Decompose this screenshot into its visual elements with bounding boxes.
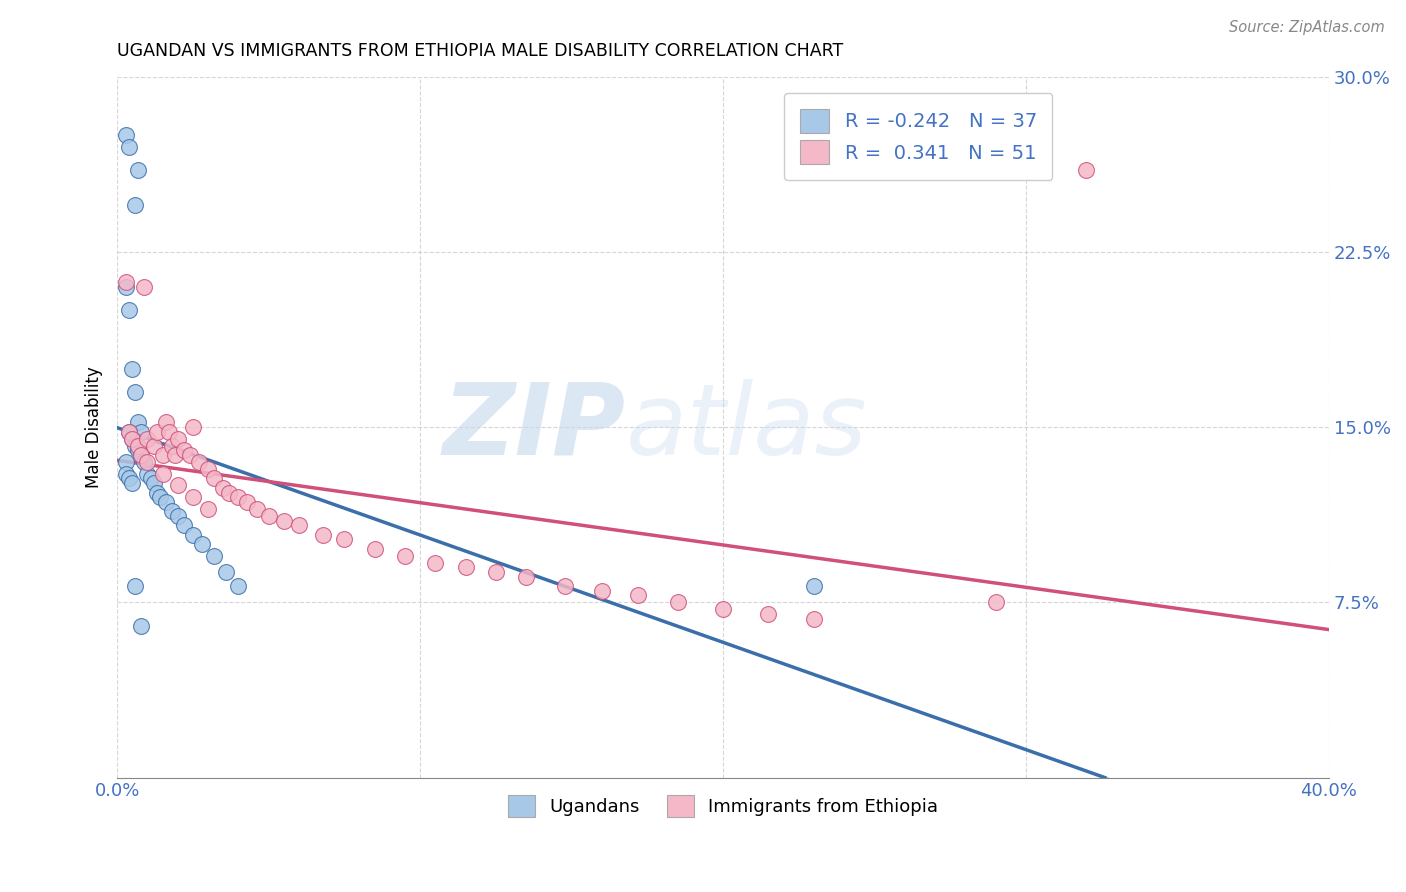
Text: Source: ZipAtlas.com: Source: ZipAtlas.com <box>1229 20 1385 35</box>
Point <box>166 432 188 446</box>
Point <box>118 425 141 439</box>
Point <box>127 443 149 458</box>
Point <box>121 361 143 376</box>
Point <box>554 579 576 593</box>
Point <box>115 275 138 289</box>
Point <box>118 303 141 318</box>
Point <box>118 425 141 439</box>
Point <box>160 504 183 518</box>
Point <box>394 549 416 563</box>
Point <box>202 549 225 563</box>
Point <box>166 508 188 523</box>
Text: UGANDAN VS IMMIGRANTS FROM ETHIOPIA MALE DISABILITY CORRELATION CHART: UGANDAN VS IMMIGRANTS FROM ETHIOPIA MALE… <box>117 42 844 60</box>
Point <box>228 579 250 593</box>
Point <box>212 481 235 495</box>
Point <box>202 471 225 485</box>
Point <box>288 518 311 533</box>
Point <box>131 448 153 462</box>
Point <box>197 501 219 516</box>
Point <box>758 607 780 621</box>
Point <box>711 602 734 616</box>
Point <box>134 455 156 469</box>
Point <box>136 455 159 469</box>
Point <box>121 432 143 446</box>
Point <box>121 476 143 491</box>
Point <box>197 462 219 476</box>
Point <box>257 508 280 523</box>
Point <box>121 432 143 446</box>
Point <box>179 448 201 462</box>
Point <box>215 565 238 579</box>
Point <box>124 384 146 399</box>
Point <box>131 425 153 439</box>
Y-axis label: Male Disability: Male Disability <box>86 367 103 488</box>
Point <box>160 439 183 453</box>
Point <box>333 533 356 547</box>
Point <box>218 485 240 500</box>
Point <box>152 448 174 462</box>
Point <box>485 565 508 579</box>
Point <box>454 560 477 574</box>
Point <box>134 280 156 294</box>
Point <box>173 443 195 458</box>
Point <box>228 490 250 504</box>
Point <box>666 595 689 609</box>
Point <box>124 579 146 593</box>
Point <box>591 583 613 598</box>
Point <box>127 163 149 178</box>
Point <box>152 467 174 481</box>
Point <box>157 425 180 439</box>
Point <box>312 527 335 541</box>
Point <box>984 595 1007 609</box>
Point <box>181 420 204 434</box>
Text: atlas: atlas <box>626 378 868 475</box>
Point <box>142 439 165 453</box>
Point <box>142 476 165 491</box>
Point <box>115 467 138 481</box>
Point <box>236 495 259 509</box>
Point <box>181 527 204 541</box>
Point <box>145 485 167 500</box>
Point <box>115 455 138 469</box>
Point <box>515 569 537 583</box>
Point <box>115 280 138 294</box>
Text: ZIP: ZIP <box>443 378 626 475</box>
Legend: Ugandans, Immigrants from Ethiopia: Ugandans, Immigrants from Ethiopia <box>501 789 945 824</box>
Point <box>163 448 186 462</box>
Point <box>627 588 650 602</box>
Point <box>191 537 214 551</box>
Point <box>166 478 188 492</box>
Point <box>155 416 177 430</box>
Point <box>131 618 153 632</box>
Point <box>181 490 204 504</box>
Point <box>127 416 149 430</box>
Point <box>118 139 141 153</box>
Point <box>273 514 295 528</box>
Point <box>136 467 159 481</box>
Point <box>245 501 267 516</box>
Point <box>188 455 211 469</box>
Point <box>425 556 447 570</box>
Point <box>131 448 153 462</box>
Point <box>115 128 138 142</box>
Point <box>803 612 825 626</box>
Point <box>149 490 172 504</box>
Point <box>139 471 162 485</box>
Point <box>363 541 385 556</box>
Point <box>124 198 146 212</box>
Point <box>1076 163 1098 178</box>
Point <box>145 425 167 439</box>
Point <box>155 495 177 509</box>
Point <box>173 518 195 533</box>
Point <box>118 471 141 485</box>
Point <box>124 439 146 453</box>
Point <box>803 579 825 593</box>
Point <box>127 439 149 453</box>
Point <box>136 432 159 446</box>
